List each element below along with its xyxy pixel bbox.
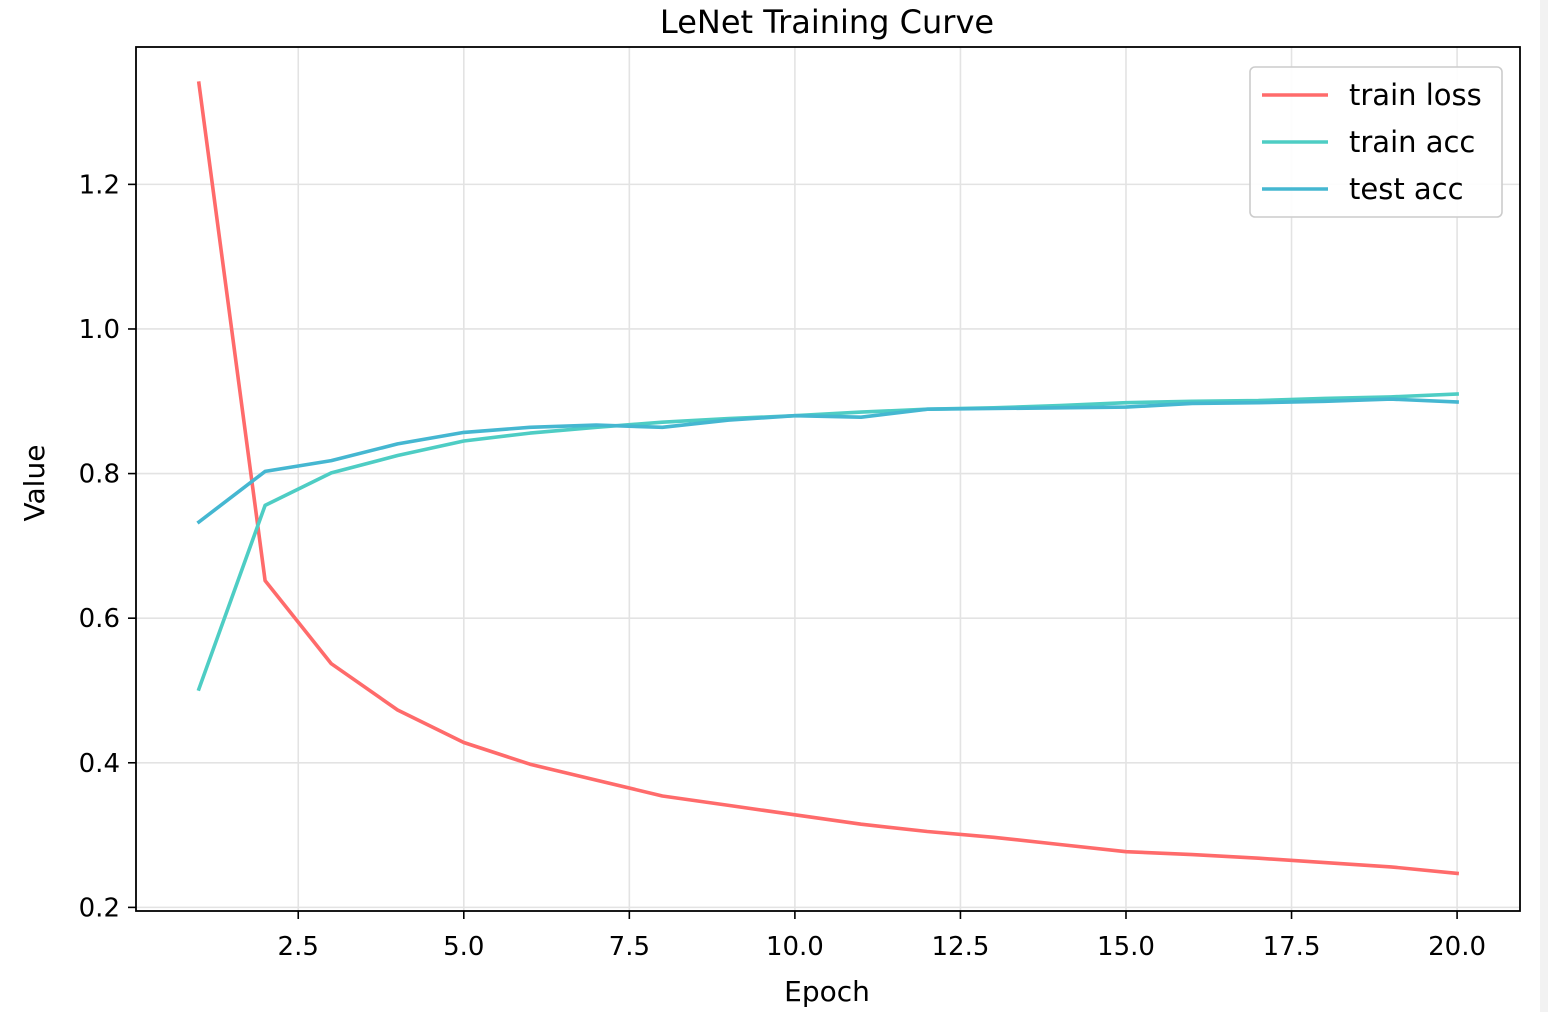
x-tick-label: 17.5 (1263, 932, 1321, 962)
y-axis-label: Value (18, 445, 51, 522)
x-tick-label: 2.5 (278, 932, 319, 962)
legend-label-train-loss: train loss (1349, 78, 1482, 112)
x-tick-label: 12.5 (931, 932, 989, 962)
y-tick-label: 1.2 (79, 170, 120, 200)
series-line-train-loss (196, 81, 1460, 876)
x-tick-label: 5.0 (443, 932, 484, 962)
y-tick-label: 0.2 (79, 893, 120, 923)
plot-area-frame (135, 46, 1521, 912)
y-tick-label: 0.8 (79, 460, 120, 490)
legend-label-test-acc: test acc (1349, 172, 1464, 206)
legend-label-train-acc: train acc (1349, 125, 1475, 159)
x-tick-label: 10.0 (766, 932, 824, 962)
series-lines (196, 81, 1460, 876)
x-tick-label: 15.0 (1097, 932, 1155, 962)
legend: train loss train acc test acc (1249, 66, 1503, 218)
series-line-train-acc (196, 392, 1459, 692)
x-tick-label: 20.0 (1428, 932, 1486, 962)
chart-title: LeNet Training Curve (660, 3, 994, 41)
legend-box (1249, 66, 1503, 218)
y-tick-label: 0.6 (79, 604, 120, 634)
right-edge-strip (1540, 0, 1548, 1012)
y-tick-label: 1.0 (79, 315, 120, 345)
y-tick-label: 0.4 (79, 749, 120, 779)
x-axis-ticks: 2.5 5.0 7.5 10.0 12.5 15.0 17.5 20.0 (278, 911, 1486, 962)
y-axis-ticks: 0.2 0.4 0.6 0.8 1.0 1.2 (79, 170, 136, 923)
series-line-test-acc (196, 397, 1459, 525)
x-axis-label: Epoch (784, 975, 870, 1008)
x-tick-label: 7.5 (609, 932, 650, 962)
